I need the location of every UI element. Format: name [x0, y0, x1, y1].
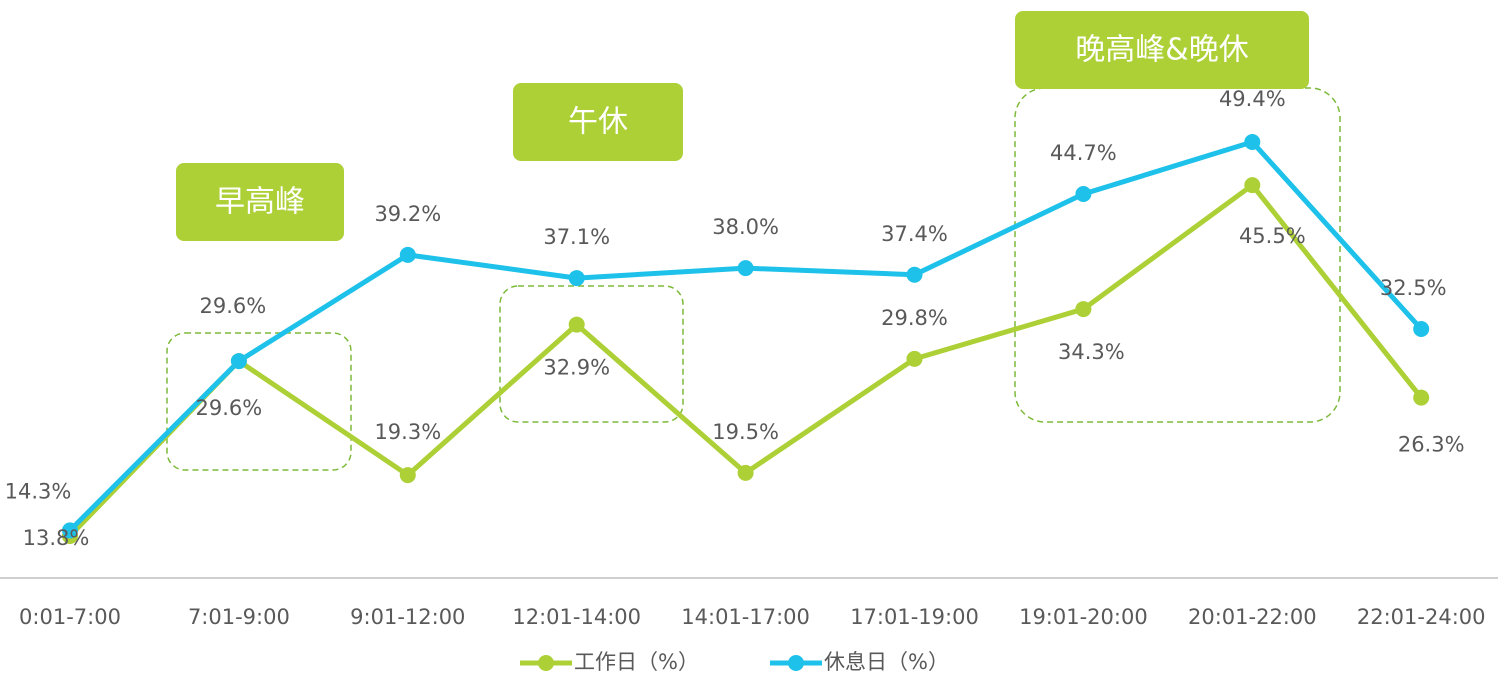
point [230, 353, 247, 370]
point [399, 467, 416, 484]
annotation: 晚高峰&晚休 [1075, 33, 1248, 68]
x-tick-label: 0:01-7:00 [19, 605, 121, 629]
point [1413, 389, 1430, 406]
data-label: 14.3% [5, 479, 72, 503]
highlight-box [166, 332, 352, 471]
x-tick-label: 22:01-24:00 [1357, 605, 1486, 629]
point [62, 522, 78, 539]
x-tick-label: 20:01-22:00 [1188, 605, 1317, 629]
point [1075, 185, 1092, 202]
data-label: 38.0% [712, 215, 779, 239]
data-label: 19.3% [374, 420, 441, 444]
x-tick-label: 12:01-14:00 [512, 605, 641, 629]
data-label: 49.4% [1219, 87, 1286, 111]
point [737, 260, 754, 277]
x-tick-label: 7:01-9:00 [188, 605, 290, 629]
data-label: 26.3% [1398, 433, 1465, 457]
point [737, 464, 754, 481]
data-label: 39.2% [374, 202, 441, 226]
legend-marker [788, 655, 804, 671]
point [568, 270, 585, 287]
annotation: 午休 [568, 105, 628, 140]
point [399, 246, 416, 263]
x-tick-label: 17:01-19:00 [850, 605, 979, 629]
data-label: 32.9% [543, 356, 610, 380]
data-label: 34.3% [1058, 340, 1125, 364]
legend-marker [538, 655, 554, 671]
annotation-box [176, 163, 344, 241]
data-label: 45.5% [1239, 224, 1306, 248]
point [568, 316, 585, 333]
point [1244, 133, 1261, 150]
legend-label: 工作日（%） [574, 650, 699, 674]
data-label: 32.5% [1380, 276, 1447, 300]
annotation-box [1015, 11, 1309, 89]
data-label: 29.6% [200, 294, 267, 318]
data-label: 19.5% [712, 420, 779, 444]
point [906, 350, 923, 367]
data-label: 29.8% [881, 306, 948, 330]
highlight-boxes [166, 87, 1341, 471]
point [1075, 301, 1092, 318]
data-label: 37.1% [543, 225, 610, 249]
x-tick-label: 19:01-20:00 [1019, 605, 1148, 629]
data-label: 13.8% [23, 526, 90, 550]
annotation: 早高峰 [215, 185, 305, 220]
legend-label: 休息日（%） [824, 650, 949, 674]
point [1244, 177, 1261, 194]
data-label: 44.7% [1050, 141, 1117, 165]
highlight-box [1014, 87, 1341, 423]
point [906, 266, 923, 283]
data-label: 29.6% [196, 396, 263, 420]
annotation-box [513, 83, 683, 161]
point [1413, 321, 1430, 337]
highlight-box [499, 285, 684, 423]
x-tick-label: 9:01-12:00 [350, 605, 465, 629]
data-label: 37.4% [881, 222, 948, 246]
x-tick-label: 14:01-17:00 [681, 605, 810, 629]
